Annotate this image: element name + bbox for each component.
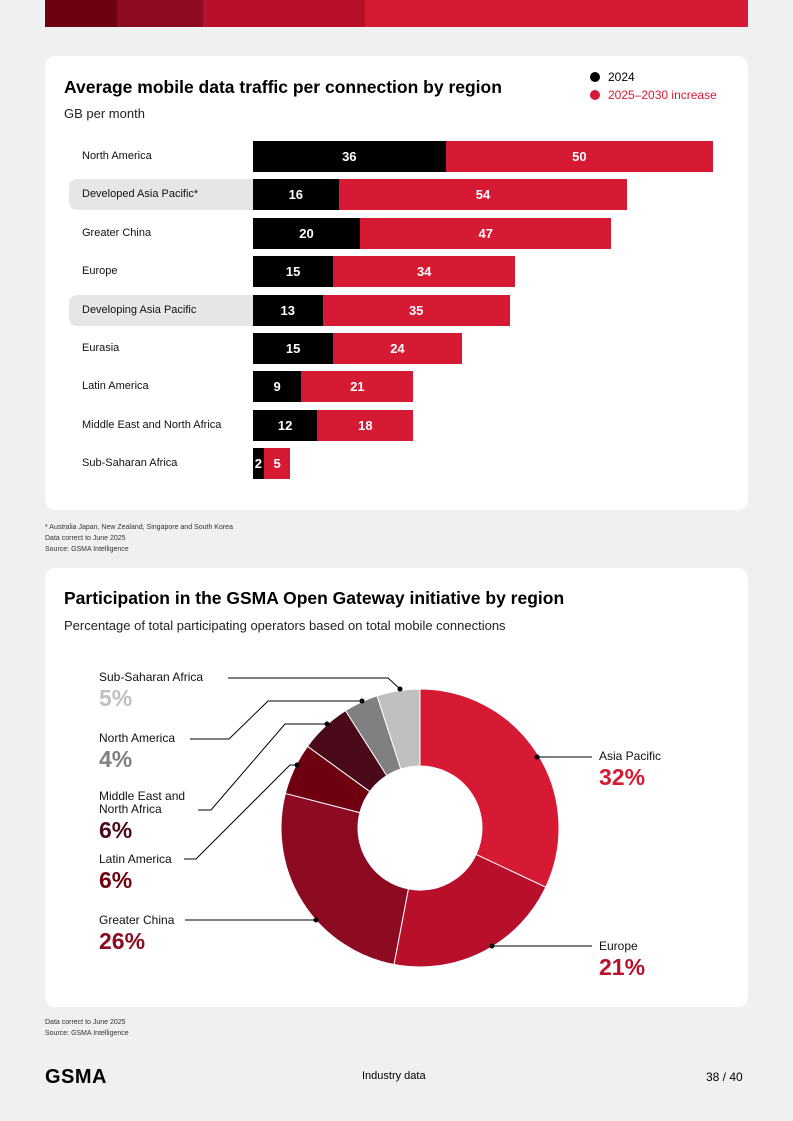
bar-2024: 13	[253, 294, 323, 326]
label-sub-saharan-africa: Sub-Saharan Africa	[99, 670, 204, 684]
value-europe: 21%	[599, 954, 646, 980]
leader-dot	[359, 698, 365, 704]
donut-slice-greater-china	[280, 792, 409, 966]
label-asia-pacific: Asia Pacific	[599, 749, 662, 763]
value-sub-saharan-africa: 5%	[99, 685, 133, 711]
bar-increase: 24	[333, 333, 462, 364]
bar-increase: 35	[322, 294, 510, 326]
chart1-notes: * Australia Japan, New Zealand, Singapor…	[45, 522, 233, 555]
chart2-notes: Data correct to June 2025 Source: GSMA I…	[45, 1017, 129, 1039]
legend-dot-icon	[590, 72, 600, 82]
source-note: Source: GSMA Intelligence	[45, 546, 129, 553]
label-latin-america: Latin America	[99, 852, 172, 866]
leader-line	[228, 677, 401, 690]
bar-category-label: North America	[82, 150, 152, 162]
bar-category-label: Middle East and North Africa	[82, 418, 222, 431]
value-latin-america: 6%	[99, 867, 133, 893]
data-date-note: Data correct to June 2025	[45, 535, 126, 542]
bar-category-label: Europe	[82, 265, 118, 278]
legend-item-increase: 2025–2030 increase	[590, 88, 717, 102]
bar-increase: 18	[317, 409, 414, 441]
leader-line	[190, 700, 362, 740]
label-greater-china: Greater China	[99, 913, 175, 927]
bar-category-label: Latin America	[82, 380, 149, 393]
donut-slice-sub-saharan-africa	[376, 688, 421, 770]
bar-category-label: Sub-Saharan Africa	[82, 457, 178, 470]
legend-item-2024: 2024	[590, 70, 717, 84]
chart2-subtitle: Percentage of total participating operat…	[64, 618, 506, 633]
label-mena-line2: North Africa	[99, 802, 162, 816]
donut-slice-asia-pacific	[419, 688, 560, 888]
bar-2024: 20	[253, 217, 360, 249]
legend-label: 2025–2030 increase	[608, 88, 717, 102]
bar-2024: 16	[253, 179, 339, 211]
legend-label: 2024	[608, 70, 635, 84]
leader-dot	[324, 721, 330, 727]
bar-category-label: Greater China	[82, 226, 152, 239]
bar-category-label: Developing Asia Pacific	[69, 294, 253, 326]
chart2-title: Participation in the GSMA Open Gateway i…	[64, 588, 565, 608]
donut-slice-europe	[393, 853, 547, 968]
leader-dot	[534, 754, 540, 760]
leader-dot	[313, 917, 319, 923]
header-color-band-3	[203, 0, 365, 27]
bar-category-label: Eurasia	[82, 342, 120, 354]
value-greater-china: 26%	[99, 928, 146, 954]
chart1-subtitle: GB per month	[64, 106, 145, 121]
bar-2024: 9	[253, 371, 302, 403]
value-asia-pacific: 32%	[599, 764, 646, 790]
gsma-logo: GSMA	[45, 1066, 107, 1088]
bar-2024: 12	[253, 409, 318, 441]
bar-category-label: Developed Asia Pacific*	[69, 179, 253, 211]
bar-2024: 15	[253, 333, 334, 364]
data-date-note: Data correct to June 2025	[45, 1019, 126, 1026]
bar-increase: 54	[338, 179, 628, 211]
bar-2024: 36	[253, 141, 446, 172]
label-europe: Europe	[599, 939, 638, 953]
bar-2024: 15	[253, 256, 334, 288]
source-note: Source: GSMA Intelligence	[45, 1030, 129, 1037]
legend-dot-icon	[590, 90, 600, 100]
bar-increase: 50	[445, 141, 714, 172]
page-number: 38 / 40	[706, 1070, 743, 1084]
leader-dot	[294, 762, 300, 768]
value-north-america: 4%	[99, 746, 133, 772]
label-north-america: North America	[99, 731, 176, 745]
bar-2024: 2	[253, 448, 264, 480]
leader-dot	[397, 686, 403, 692]
bar-increase: 5	[263, 448, 291, 480]
bar-increase: 47	[360, 217, 612, 249]
bar-increase: 34	[333, 256, 516, 288]
chart1-title: Average mobile data traffic per connecti…	[64, 77, 502, 97]
leader-line	[184, 764, 297, 860]
leader-line	[198, 723, 327, 811]
header-color-band-1	[45, 0, 117, 27]
header-color-band-2	[117, 0, 203, 27]
footnote: * Australia Japan, New Zealand, Singapor…	[45, 524, 233, 531]
bar-increase: 21	[301, 371, 414, 403]
value-mena: 6%	[99, 817, 133, 843]
label-mena-line1: Middle East and	[99, 789, 186, 803]
leader-dot	[489, 943, 495, 949]
footer-section: Industry data	[362, 1070, 426, 1082]
chart1-legend: 2024 2025–2030 increase	[590, 70, 717, 102]
header-color-band-4	[365, 0, 748, 27]
